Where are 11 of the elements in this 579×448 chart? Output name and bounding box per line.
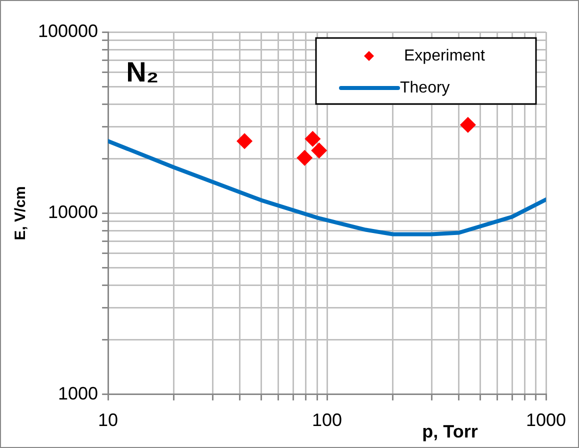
legend-label: Theory (400, 79, 450, 96)
x-tick-label: 100 (312, 410, 342, 430)
x-tick-label: 1000 (526, 410, 566, 430)
y-tick-label: 10000 (48, 202, 98, 222)
y-axis-title: E, V/cm (12, 186, 30, 240)
y-tick-label: 1000 (58, 383, 98, 404)
annotation: N₂ (126, 56, 159, 88)
y-tick-label: 100000 (38, 20, 98, 41)
x-axis-title: p, Torr (422, 421, 478, 442)
x-tick-label: 10 (98, 410, 118, 430)
legend-label: Experiment (404, 47, 486, 64)
